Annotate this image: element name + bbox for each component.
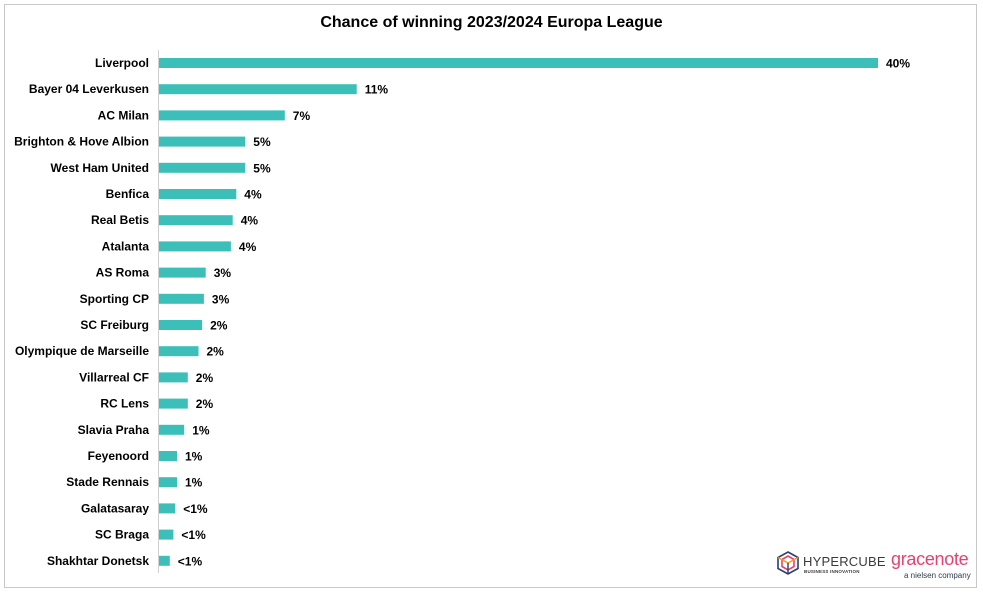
category-label: RC Lens [100, 397, 149, 411]
data-label: 3% [212, 292, 230, 306]
data-label: 4% [241, 214, 259, 228]
data-label: 4% [239, 240, 257, 254]
bar [159, 293, 204, 304]
hypercube-wordmark: HYPERCUBE [803, 554, 886, 569]
category-label: Feyenoord [88, 449, 149, 463]
bar [159, 189, 237, 199]
bar [159, 215, 233, 226]
data-label: 5% [253, 161, 271, 175]
category-label: Real Betis [91, 213, 149, 227]
category-label: Shakhtar Donetsk [47, 554, 149, 568]
data-label: 5% [253, 135, 271, 149]
data-label: 2% [196, 371, 214, 385]
category-label: Liverpool [95, 56, 149, 70]
bar [159, 346, 199, 357]
hypercube-tagline: BUSINESS INNOVATION [804, 569, 860, 574]
bar [159, 451, 177, 461]
hypercube-cube-icon [777, 551, 799, 575]
data-label: 4% [244, 188, 262, 202]
category-label: Slavia Praha [78, 423, 150, 437]
category-label: Atalanta [102, 239, 150, 253]
bars-group: Liverpool 40% Bayer 04 Leverkusen 11% AC Mil… [14, 56, 910, 568]
category-label: Galatasaray [81, 501, 149, 515]
category-label: Benfica [106, 187, 150, 201]
chart-title: Chance of winning 2023/2024 Europa Leagu… [320, 14, 663, 31]
bar [159, 110, 285, 121]
data-label: 1% [185, 450, 203, 464]
data-label: 3% [214, 266, 232, 280]
bar [159, 424, 185, 435]
bar [159, 398, 188, 409]
bar [159, 84, 357, 95]
bar [159, 267, 206, 278]
data-label: 2% [207, 345, 225, 359]
category-label: Stade Rennais [66, 475, 149, 489]
category-label: Brighton & Hove Albion [14, 135, 149, 149]
bar [159, 241, 231, 252]
bar [159, 136, 246, 147]
data-label: 11% [365, 83, 389, 97]
bar [159, 555, 170, 566]
category-label: Bayer 04 Leverkusen [29, 82, 149, 96]
data-label: 2% [210, 319, 228, 333]
category-label: Villarreal CF [79, 370, 149, 384]
bar [159, 372, 188, 383]
data-label: <1% [178, 554, 203, 568]
category-label: Sporting CP [80, 292, 149, 306]
hypercube-logo: HYPERCUBE BUSINESS INNOVATION [777, 551, 886, 577]
data-label: 40% [886, 57, 910, 71]
bar [159, 162, 246, 173]
category-label: SC Freiburg [80, 318, 149, 332]
category-label: AC Milan [98, 108, 149, 122]
category-label: West Ham United [51, 161, 149, 175]
data-label: 1% [192, 423, 210, 437]
data-label: <1% [181, 528, 206, 542]
data-label: 2% [196, 397, 214, 411]
bar [159, 529, 174, 540]
gracenote-tagline: a nielsen company [904, 571, 971, 580]
category-label: Olympique de Marseille [15, 344, 149, 358]
category-label: AS Roma [96, 266, 150, 280]
bar [159, 58, 878, 68]
category-label: SC Braga [95, 528, 149, 542]
bar [159, 503, 176, 514]
bar [159, 320, 203, 330]
bar [159, 477, 177, 488]
data-label: 1% [185, 476, 203, 490]
gracenote-wordmark: gracenote [891, 549, 969, 569]
data-label: <1% [183, 502, 208, 516]
gracenote-logo: gracenote a nielsen company [889, 549, 977, 583]
data-label: 7% [293, 109, 311, 123]
